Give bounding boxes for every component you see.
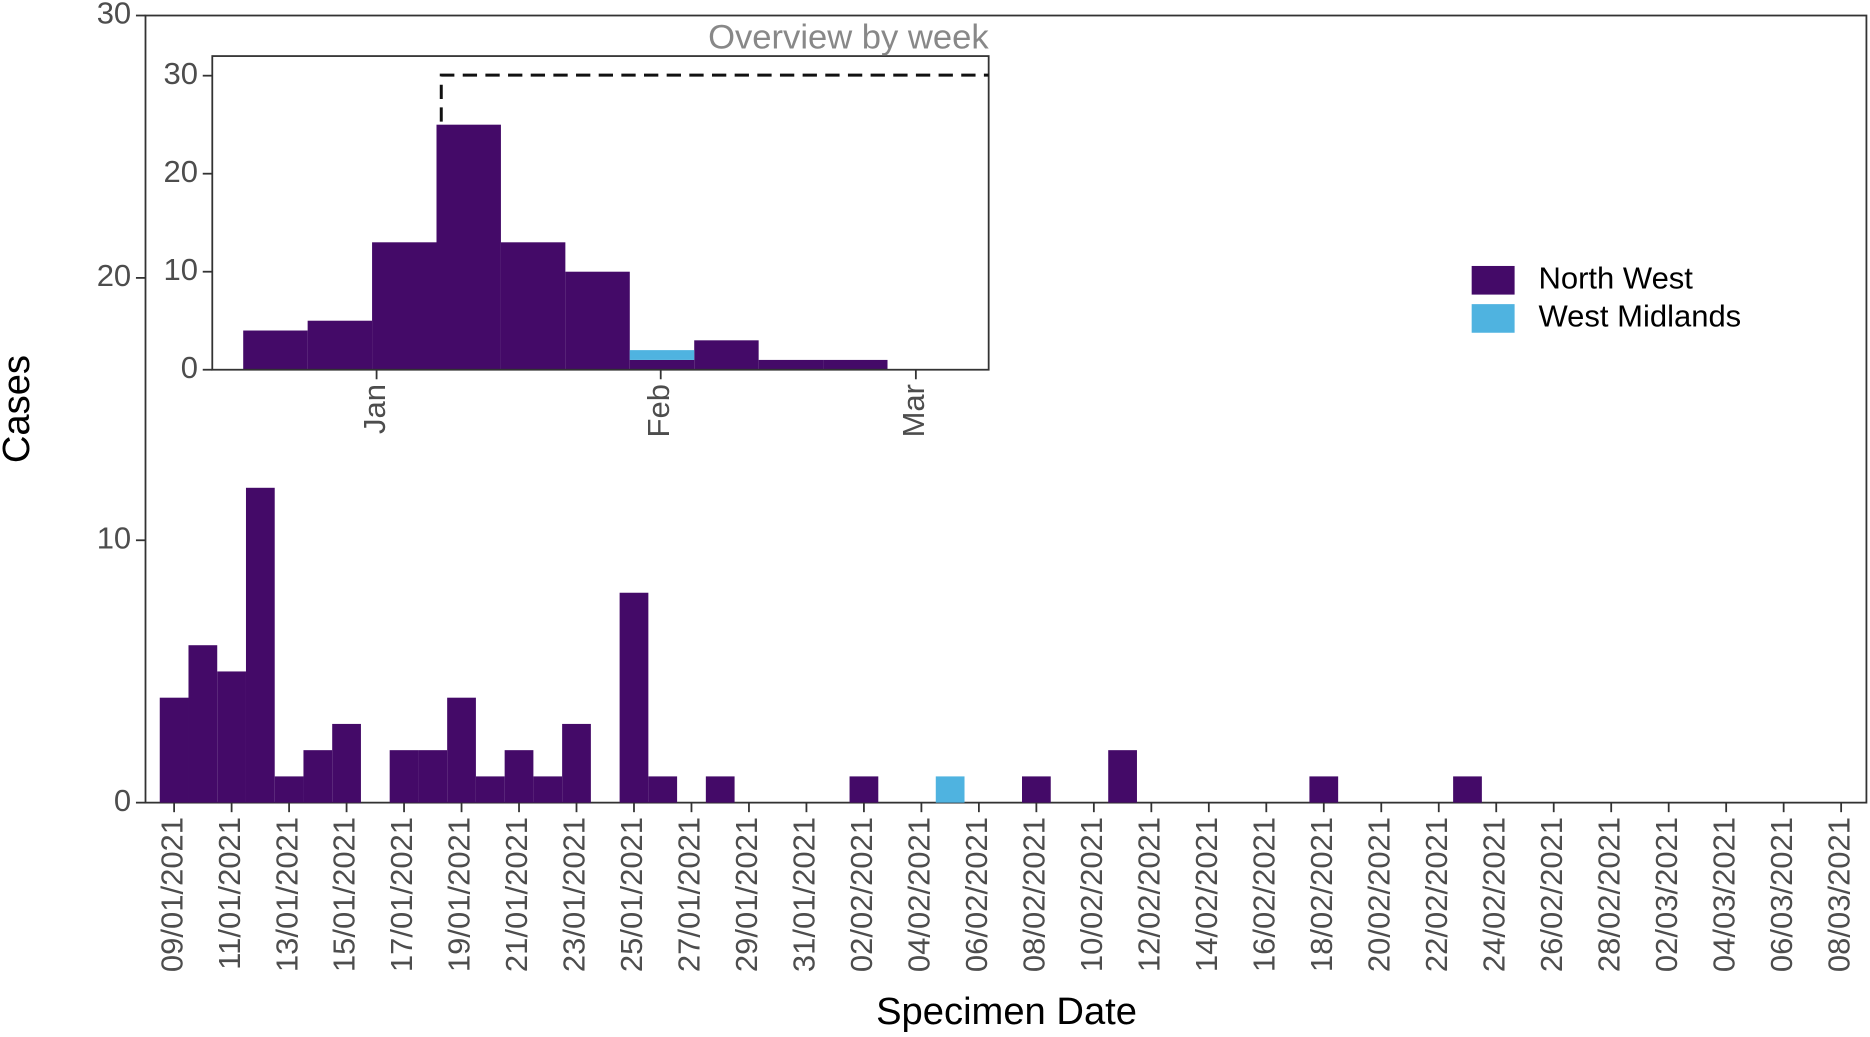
y-tick-label: 20 — [97, 258, 131, 293]
inset-y-tick-label: 10 — [163, 252, 197, 287]
x-tick-label: 10/02/2021 — [1074, 817, 1109, 972]
bar — [188, 645, 218, 803]
x-tick-label: 11/01/2021 — [212, 817, 247, 970]
legend-label: West Midlands — [1538, 299, 1741, 334]
inset-y-tick-label: 0 — [181, 350, 198, 385]
x-tick-label: 06/03/2021 — [1764, 817, 1799, 972]
x-tick-label: 02/02/2021 — [844, 817, 879, 972]
bar — [245, 487, 275, 803]
x-tick-label: 04/02/2021 — [902, 817, 937, 972]
x-tick-label: 21/01/2021 — [499, 817, 534, 972]
y-tick-label: 30 — [97, 0, 131, 31]
x-tick-label: 22/02/2021 — [1419, 817, 1454, 972]
zoom-indicator — [439, 73, 989, 122]
inset-bar — [307, 320, 373, 370]
x-tick-label: 15/01/2021 — [327, 817, 362, 972]
x-tick-label: 31/01/2021 — [787, 817, 822, 972]
inset-bar — [823, 359, 888, 370]
inset-bar — [629, 359, 695, 370]
inset-bar — [436, 124, 501, 370]
x-axis-title: Specimen Date — [876, 990, 1137, 1033]
bar — [418, 750, 448, 803]
bar — [1022, 776, 1051, 803]
x-tick-label: 06/02/2021 — [959, 817, 994, 972]
bar — [705, 776, 735, 803]
bar — [504, 750, 534, 803]
x-tick-label: 20/02/2021 — [1361, 817, 1396, 972]
x-tick-label: 02/03/2021 — [1649, 817, 1684, 972]
bar — [648, 776, 678, 803]
bar — [1108, 750, 1137, 803]
inset-bar — [243, 330, 308, 370]
legend-swatch — [1471, 304, 1515, 333]
inset-x-tick-label: Mar — [896, 384, 931, 437]
x-tick-label: 25/01/2021 — [614, 817, 649, 972]
bar — [303, 750, 333, 803]
x-tick-label: 19/01/2021 — [442, 817, 477, 972]
inset-bar — [758, 359, 824, 370]
x-tick-label: 16/02/2021 — [1246, 817, 1281, 972]
x-tick-label: 27/01/2021 — [672, 817, 707, 972]
x-tick-label: 14/02/2021 — [1189, 817, 1224, 972]
x-tick-label: 17/01/2021 — [384, 817, 419, 972]
legend-label: North West — [1538, 260, 1693, 295]
inset-bar — [372, 242, 437, 370]
bar — [389, 750, 419, 803]
bar — [1309, 776, 1339, 803]
legend-swatch — [1471, 265, 1515, 295]
x-tick-label: 04/03/2021 — [1706, 817, 1741, 972]
inset-bar — [694, 340, 759, 370]
inset-x-tick-label: Jan — [357, 384, 392, 434]
inset-x-tick-label: Feb — [641, 384, 676, 437]
inset-bar — [565, 271, 630, 370]
bar — [935, 776, 965, 803]
inset-bar — [500, 242, 566, 370]
x-tick-label: 13/01/2021 — [269, 817, 304, 972]
inset-y-tick-label: 20 — [163, 154, 197, 189]
legend: North West West Midlands — [1471, 260, 1741, 334]
x-tick-label: 12/02/2021 — [1132, 817, 1167, 972]
inset-panel — [211, 55, 990, 371]
bar — [849, 776, 879, 803]
bar — [619, 592, 649, 803]
inset-y-tick-label: 30 — [163, 56, 197, 91]
y-tick-label: 10 — [97, 520, 131, 555]
bar — [332, 723, 361, 803]
x-tick-label: 18/02/2021 — [1304, 817, 1339, 972]
x-tick-label: 08/02/2021 — [1017, 817, 1052, 972]
inset-title: Overview by week — [708, 19, 989, 57]
x-tick-label: 29/01/2021 — [729, 817, 764, 972]
x-tick-label: 26/02/2021 — [1534, 817, 1569, 972]
bar — [447, 697, 476, 803]
x-tick-label: 23/01/2021 — [557, 817, 592, 972]
main-panel — [144, 14, 1868, 804]
bar — [1453, 776, 1482, 803]
inset-bar — [629, 350, 695, 360]
bar — [274, 776, 304, 803]
bar — [217, 671, 246, 803]
x-tick-label: 24/02/2021 — [1476, 817, 1511, 972]
x-tick-label: 28/02/2021 — [1591, 817, 1626, 972]
bar — [562, 723, 591, 803]
y-axis-title: Cases — [0, 355, 38, 463]
y-tick-label: 0 — [114, 783, 131, 818]
x-tick-label: 08/03/2021 — [1821, 817, 1856, 972]
bar — [533, 776, 563, 803]
bar — [475, 776, 505, 803]
bar — [159, 697, 189, 803]
x-tick-label: 09/01/2021 — [154, 817, 189, 972]
